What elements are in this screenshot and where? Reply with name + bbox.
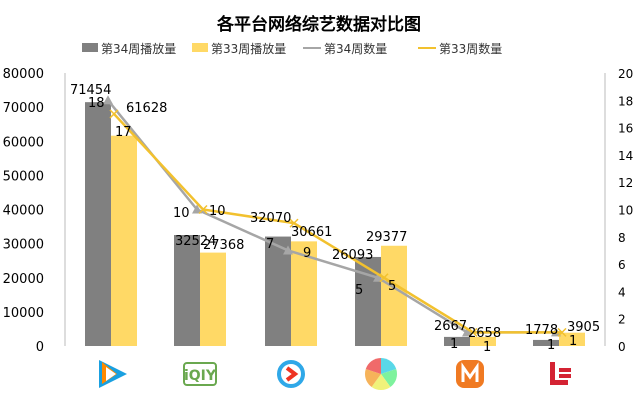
bar	[111, 135, 137, 346]
line-marker	[103, 95, 113, 105]
right-tick: 8	[618, 231, 626, 245]
data-label: 5	[355, 283, 363, 298]
data-label: 9	[303, 246, 311, 261]
legend-swatch	[192, 43, 208, 52]
left-tick: 80000	[3, 67, 44, 82]
right-tick: 20	[618, 67, 633, 81]
data-label: 1	[450, 337, 458, 352]
bar	[355, 256, 381, 346]
data-label: 30661	[291, 225, 332, 240]
right-tick: 18	[618, 94, 633, 108]
bar	[444, 336, 470, 346]
bar	[85, 102, 111, 346]
left-tick: 50000	[3, 169, 44, 184]
legend-label: 第34周播放量	[101, 41, 176, 56]
right-tick: 6	[618, 258, 626, 272]
bar	[200, 252, 226, 346]
left-tick: 40000	[3, 204, 44, 219]
data-label: 26093	[332, 248, 373, 263]
legend-label: 第34周数量	[324, 41, 387, 56]
bar	[381, 245, 407, 346]
right-tick: 0	[618, 340, 626, 354]
letv-icon	[550, 362, 571, 385]
legend-label: 第33周数量	[439, 41, 502, 56]
data-label: 32524	[175, 234, 216, 249]
data-label: 27368	[203, 238, 244, 253]
svg-text:iQIY: iQIY	[184, 368, 217, 384]
legend-label: 第33周播放量	[211, 41, 286, 56]
left-tick: 70000	[3, 101, 44, 116]
line-marker	[373, 272, 383, 282]
iqiyi-icon: iQIY	[183, 362, 217, 386]
data-label: 61628	[126, 101, 167, 116]
series-line	[113, 113, 562, 334]
data-label: 1	[547, 338, 555, 353]
left-tick: 10000	[3, 306, 44, 321]
tencent-video-icon	[99, 360, 127, 388]
bar	[533, 339, 559, 346]
data-label: 2658	[468, 326, 501, 341]
data-label: 71454	[70, 83, 111, 98]
data-label: 1	[483, 340, 491, 355]
left-tick: 20000	[3, 272, 44, 287]
data-label: 3905	[567, 320, 600, 335]
right-tick: 4	[618, 285, 626, 299]
legend-swatch	[82, 43, 98, 52]
data-label: 5	[388, 279, 396, 294]
data-label: 1778	[525, 323, 558, 338]
line-marker	[283, 245, 293, 255]
bar	[265, 236, 291, 346]
right-tick: 10	[618, 204, 633, 218]
right-tick: 12	[618, 176, 633, 190]
youku-icon	[277, 360, 305, 388]
mango-tv-icon	[456, 360, 484, 388]
data-label: 17	[115, 125, 132, 140]
data-label: 10	[173, 206, 190, 221]
data-label: 10	[209, 204, 226, 219]
data-label: 7	[266, 237, 274, 252]
data-label: 2667	[434, 319, 467, 334]
left-tick: 60000	[3, 135, 44, 150]
data-label: 1	[569, 334, 577, 349]
right-tick: 16	[618, 122, 633, 136]
bar	[470, 336, 496, 346]
data-label: 32070	[250, 211, 291, 226]
chart-title: 各平台网络综艺数据对比图	[216, 14, 421, 35]
line-marker	[462, 327, 472, 337]
data-label: 29377	[366, 230, 407, 245]
right-tick: 14	[618, 149, 633, 163]
line-marker	[192, 204, 202, 214]
bar	[174, 235, 200, 346]
sohu-video-icon	[364, 358, 397, 390]
left-tick: 0	[36, 340, 44, 355]
right-tick: 2	[618, 313, 626, 327]
left-tick: 30000	[3, 238, 44, 253]
data-label: 18	[88, 96, 105, 111]
